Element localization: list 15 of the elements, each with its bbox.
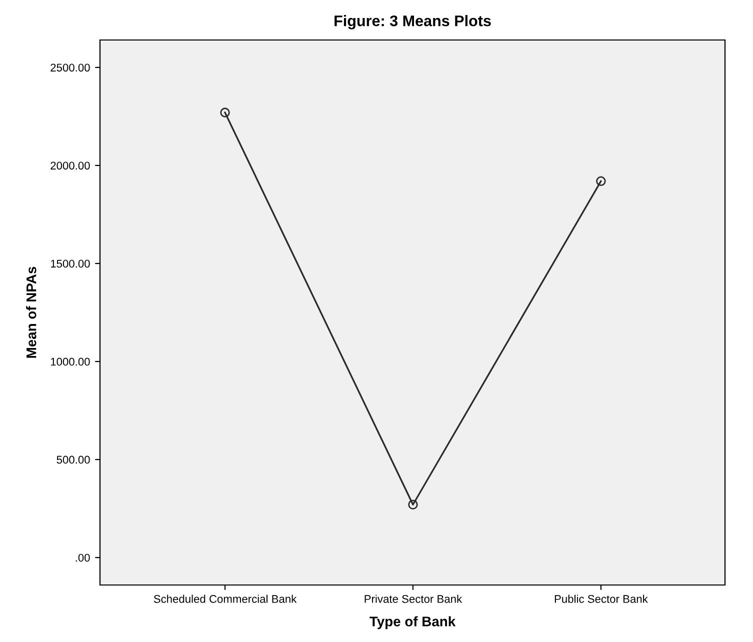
y-tick-label: .00 <box>76 554 90 562</box>
y-tick-label: 2500.00 <box>50 64 90 72</box>
y-tick-label: 1000.00 <box>50 358 90 366</box>
y-axis-title: Mean of NPAs <box>26 266 36 358</box>
chart-title: Figure: 3 Means Plots <box>334 15 491 30</box>
point <box>596 176 606 186</box>
y-tick-label: 1500.00 <box>50 260 90 268</box>
x-axis-title: Type of Bank <box>370 616 456 630</box>
x-tick-label: Public Sector Bank <box>554 594 648 603</box>
y-tick-label: 500.00 <box>56 456 90 464</box>
point <box>408 500 418 510</box>
y-tick-label: 2000.00 <box>50 162 90 170</box>
x-tick-label: Private Sector Bank <box>364 594 462 603</box>
x-tick-label: Scheduled Commercial Bank <box>154 594 297 603</box>
point <box>220 108 230 118</box>
